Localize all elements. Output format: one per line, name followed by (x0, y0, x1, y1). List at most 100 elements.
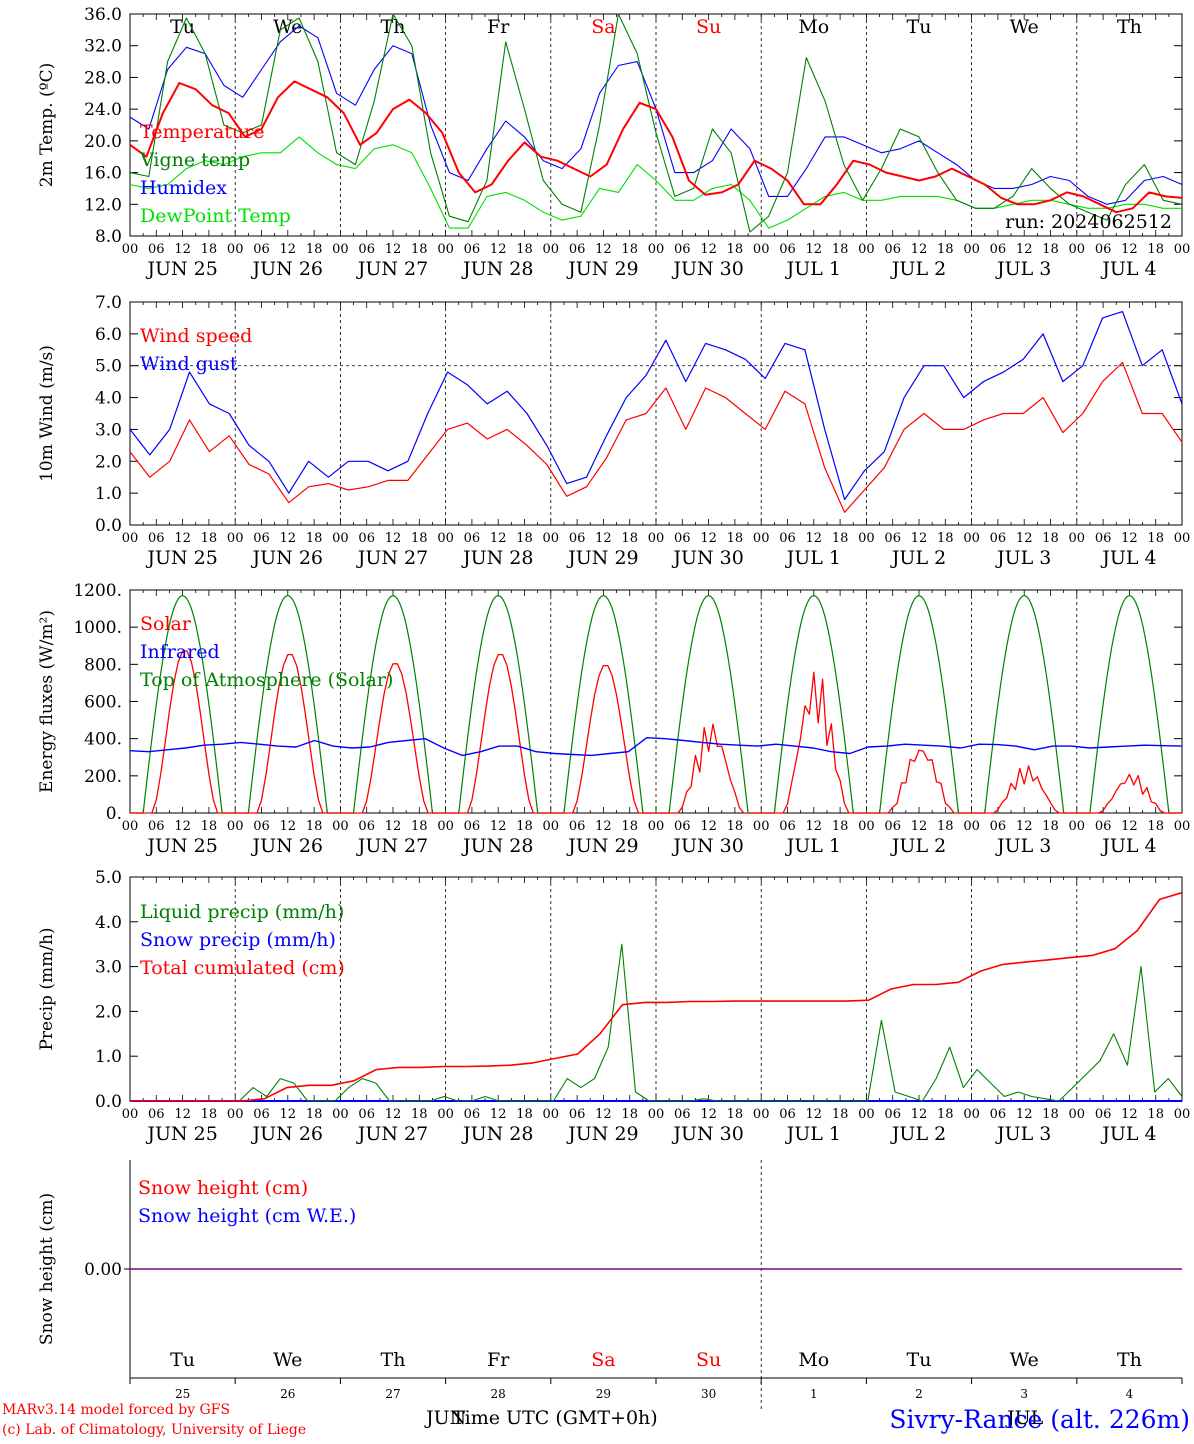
date-label: JUL 4 (1100, 258, 1156, 280)
day-number: 26 (280, 1387, 295, 1401)
day-name: Tu (907, 16, 932, 38)
hour-tick-label: 00 (543, 531, 560, 546)
hour-tick-label: 06 (990, 819, 1007, 834)
y-tick-label: 400. (84, 730, 122, 750)
hour-tick-label: 00 (963, 1107, 980, 1122)
hour-tick-label: 12 (1016, 1107, 1033, 1122)
hour-tick-label: 06 (148, 1107, 165, 1122)
y-axis-label: 10m Wind (m/s) (37, 345, 57, 482)
hour-tick-label: 18 (937, 1107, 954, 1122)
hour-tick-label: 12 (700, 531, 717, 546)
panel-frame (129, 589, 1183, 814)
hour-tick-label: 06 (253, 1107, 270, 1122)
legend-entry: DewPoint Temp (140, 205, 291, 227)
series-dewpoint-temp (129, 136, 1182, 229)
day-number: 2 (915, 1387, 923, 1401)
model-credit: MARv3.14 model forced by GFS (2, 1402, 230, 1418)
y-tick-label: 24.0 (84, 100, 122, 120)
panel-5: 0.00 Snow height (cm) Snow height (cm) Snow… (37, 1160, 1183, 1410)
hour-tick-label: 12 (490, 1107, 507, 1122)
hour-tick-label: 00 (1069, 1107, 1086, 1122)
hour-tick-label: 06 (990, 242, 1007, 257)
hour-tick-label: 00 (648, 242, 665, 257)
date-label: JUN 27 (356, 835, 428, 857)
hour-tick-label: 12 (385, 1107, 402, 1122)
day-number: 27 (385, 1387, 400, 1401)
y-tick-label: 3.0 (95, 420, 122, 440)
day-name: We (273, 1349, 302, 1371)
hour-tick-label: 06 (569, 819, 586, 834)
y-tick-label: 2.0 (95, 452, 122, 472)
hour-tick-label: 18 (621, 242, 638, 257)
hour-tick-label: 06 (569, 242, 586, 257)
hour-tick-label: 00 (753, 242, 770, 257)
day-name: We (273, 16, 302, 38)
hour-tick-label: 18 (937, 819, 954, 834)
hour-tick-label: 06 (358, 819, 375, 834)
hour-tick-label: 06 (148, 819, 165, 834)
hour-tick-label: 18 (516, 1107, 533, 1122)
day-number: 25 (175, 1387, 190, 1401)
y-tick-label: 5.0 (95, 868, 122, 888)
hour-tick-label: 18 (1147, 531, 1164, 546)
hour-tick-label: 00 (753, 1107, 770, 1122)
hour-tick-label: 12 (1016, 819, 1033, 834)
y-tick-label: 28.0 (84, 68, 122, 88)
hour-tick-label: 06 (674, 242, 691, 257)
hour-tick-label: 18 (306, 242, 323, 257)
legend-entry: Liquid precip (mm/h) (140, 901, 344, 923)
month-label: JUL (1005, 1407, 1044, 1429)
hour-tick-label: 18 (727, 819, 744, 834)
hour-tick-label: 00 (543, 1107, 560, 1122)
day-name: Mo (798, 1349, 829, 1371)
date-label: JUN 27 (356, 1123, 428, 1145)
y-tick-label: 800. (84, 655, 122, 675)
day-name: Mo (798, 16, 829, 38)
hour-tick-label: 12 (280, 242, 297, 257)
hour-tick-label: 12 (385, 242, 402, 257)
hour-tick-label: 12 (595, 531, 612, 546)
hour-tick-label: 18 (306, 819, 323, 834)
hour-tick-label: 00 (753, 531, 770, 546)
hour-tick-label: 00 (227, 819, 244, 834)
hour-tick-label: 18 (937, 242, 954, 257)
date-label: JUN 26 (251, 258, 323, 280)
date-label: JUL 1 (785, 835, 841, 857)
y-axis-label: Snow height (cm) (37, 1193, 57, 1345)
day-name: Tu (907, 1349, 932, 1371)
y-tick-label: 6.0 (95, 325, 122, 345)
hour-tick-label: 18 (411, 1107, 428, 1122)
y-tick-label: 0.0 (95, 1092, 122, 1112)
hour-tick-label: 00 (122, 1107, 139, 1122)
hour-tick-label: 06 (1095, 531, 1112, 546)
legend-entry: Vigne temp (139, 149, 250, 171)
y-tick-label: 1200. (73, 581, 122, 601)
hour-tick-label: 12 (595, 1107, 612, 1122)
hour-tick-label: 12 (490, 531, 507, 546)
legend-entry: Snow precip (mm/h) (140, 929, 336, 951)
hour-tick-label: 18 (201, 819, 218, 834)
hour-tick-label: 06 (990, 531, 1007, 546)
hour-tick-label: 18 (727, 242, 744, 257)
hour-tick-label: 18 (727, 531, 744, 546)
date-label: JUL 3 (995, 835, 1051, 857)
date-label: JUN 29 (566, 835, 638, 857)
day-name: Sa (591, 16, 615, 38)
legend-entry: Snow height (cm) (138, 1177, 308, 1199)
legend-entry: Solar (140, 613, 192, 635)
hour-tick-label: 00 (332, 819, 349, 834)
date-label: JUL 4 (1100, 835, 1156, 857)
day-number: 30 (701, 1387, 716, 1401)
y-tick-label: 0.0 (95, 516, 122, 536)
day-name: We (1010, 1349, 1039, 1371)
hour-tick-label: 12 (806, 242, 823, 257)
panel-4: 0.0 1.0 2.0 3.0 4.0 5.0 00 06 12 18 00 06 12 18 00 06 12… (37, 868, 1190, 1145)
date-label: JUN 25 (145, 547, 217, 569)
series-liquid-precip (130, 943, 1183, 1102)
y-tick-label: 2.0 (95, 1002, 122, 1022)
hour-tick-label: 18 (1042, 1107, 1059, 1122)
date-label: JUN 30 (671, 547, 743, 569)
hour-tick-label: 12 (280, 819, 297, 834)
date-label: JUN 27 (356, 547, 428, 569)
